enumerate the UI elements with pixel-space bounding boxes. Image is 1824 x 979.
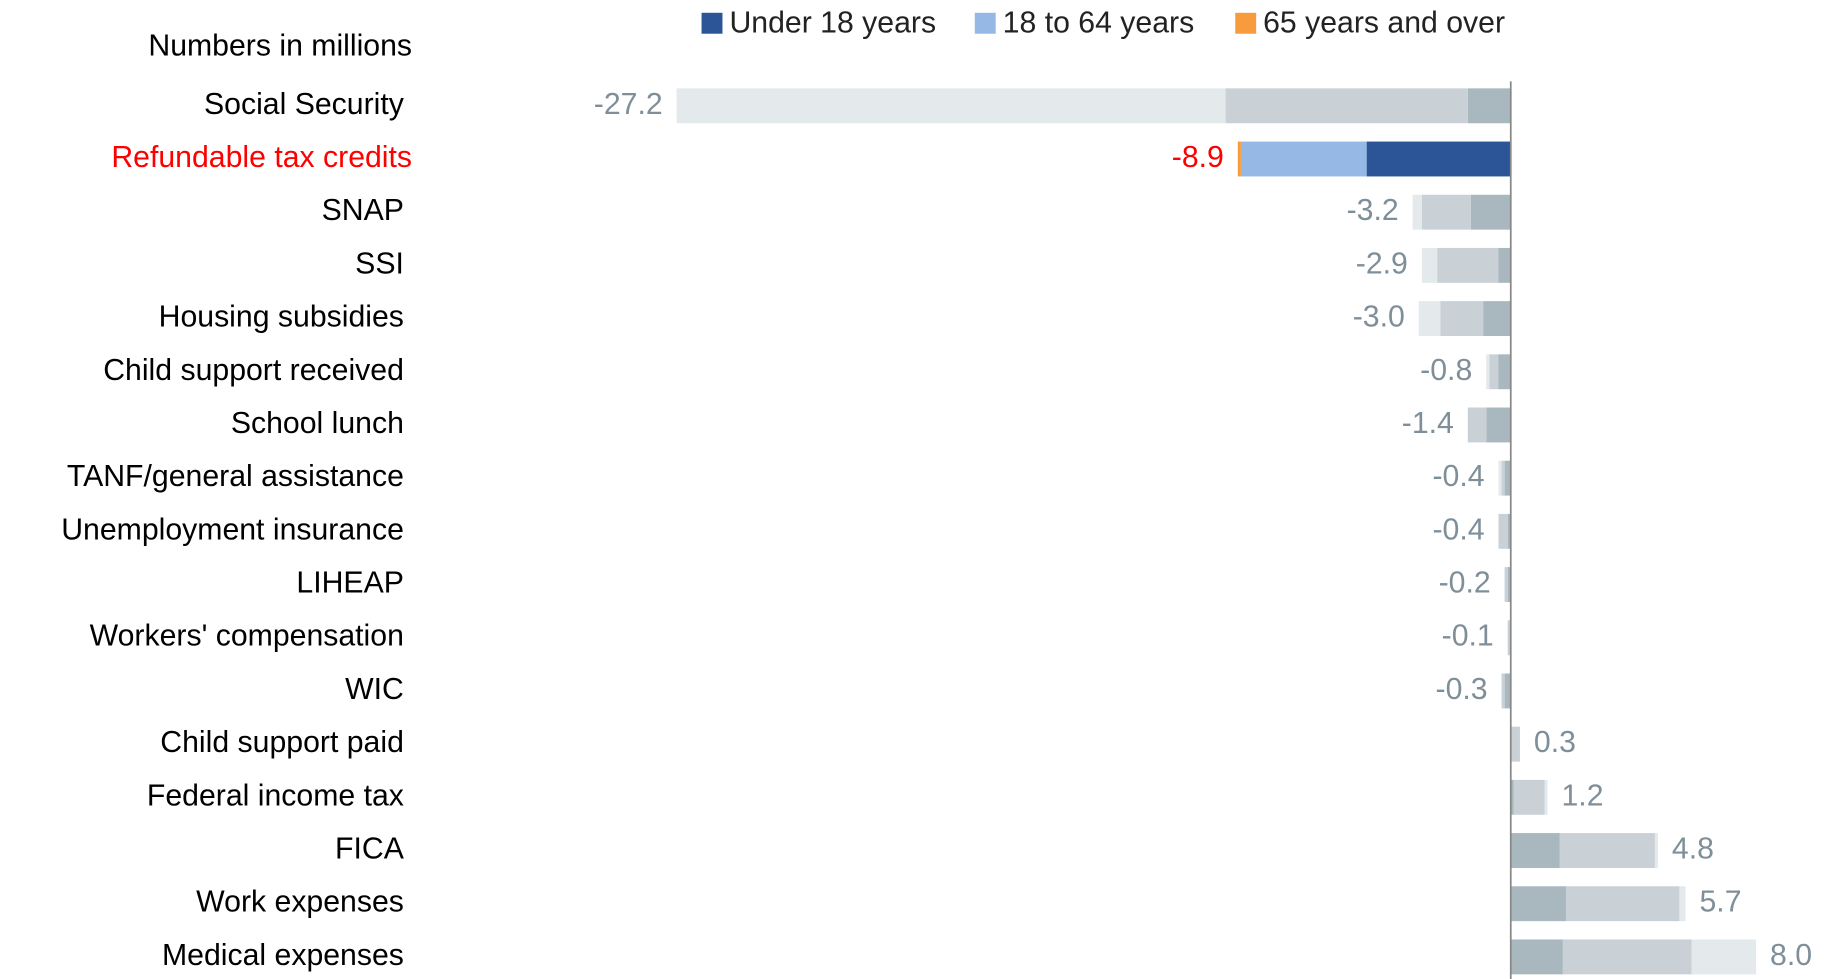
category-label: Child support paid bbox=[160, 726, 404, 759]
category-label: Housing subsidies bbox=[159, 301, 404, 334]
bar-segment bbox=[1507, 567, 1511, 602]
bar-segment bbox=[1691, 939, 1757, 975]
category-label: Child support received bbox=[103, 354, 404, 387]
chart-title: Numbers in millions bbox=[148, 30, 412, 63]
category-label: LIHEAP bbox=[296, 567, 404, 600]
category-label: WIC bbox=[345, 673, 404, 706]
bar-segment bbox=[1240, 141, 1367, 177]
bar-segment bbox=[1498, 354, 1511, 390]
category-label: Social Security bbox=[204, 88, 405, 121]
bar-segment bbox=[1504, 567, 1508, 602]
bar-segment bbox=[1486, 354, 1490, 390]
bar-segment bbox=[1507, 620, 1511, 656]
bar-segment bbox=[1467, 88, 1511, 124]
value-label: 8.0 bbox=[1770, 939, 1812, 972]
value-label: -1.4 bbox=[1402, 407, 1454, 440]
value-label: -0.2 bbox=[1439, 567, 1491, 600]
value-label: -0.4 bbox=[1432, 513, 1484, 546]
legend-label: Under 18 years bbox=[729, 6, 936, 39]
legend-swatch bbox=[974, 12, 996, 34]
category-label: TANF/general assistance bbox=[67, 460, 404, 493]
bar-segment bbox=[1510, 939, 1563, 975]
bar-segment bbox=[1437, 247, 1499, 283]
bar-segment bbox=[1510, 726, 1520, 762]
value-label: 0.3 bbox=[1534, 726, 1576, 759]
bar-segment bbox=[1654, 833, 1658, 868]
category-label: School lunch bbox=[231, 407, 404, 440]
value-label: -3.0 bbox=[1353, 301, 1405, 334]
value-label: -3.2 bbox=[1347, 194, 1399, 227]
bar-segment bbox=[1421, 194, 1471, 230]
legend-swatch bbox=[701, 12, 723, 34]
value-label: -8.9 bbox=[1172, 141, 1224, 174]
legend-label: 18 to 64 years bbox=[1003, 6, 1195, 39]
bar-segment bbox=[1565, 886, 1680, 922]
bar-segment bbox=[1470, 194, 1511, 230]
category-label: SNAP bbox=[322, 194, 404, 227]
bar-segment bbox=[1501, 460, 1505, 496]
value-label: -0.1 bbox=[1442, 620, 1494, 653]
bar-segment bbox=[1366, 141, 1511, 177]
value-label: -0.3 bbox=[1436, 673, 1488, 706]
value-label: -0.8 bbox=[1420, 354, 1472, 387]
legend-label: 65 years and over bbox=[1263, 6, 1505, 39]
bar-segment bbox=[1498, 513, 1508, 549]
bar-segment bbox=[1237, 141, 1241, 177]
bar-segment bbox=[1412, 194, 1422, 230]
value-label: -0.4 bbox=[1432, 460, 1484, 493]
bar-segment bbox=[1421, 247, 1438, 283]
bar-segment bbox=[1504, 460, 1511, 496]
bar-segment bbox=[1489, 354, 1499, 390]
value-label: 4.8 bbox=[1672, 833, 1714, 866]
bar-segment bbox=[1501, 673, 1505, 709]
category-label: FICA bbox=[335, 833, 405, 866]
value-label: 5.7 bbox=[1700, 886, 1742, 919]
category-label: Refundable tax credits bbox=[111, 141, 412, 174]
bar-segment bbox=[1498, 460, 1502, 496]
legend-swatch bbox=[1235, 12, 1257, 34]
bar-segment bbox=[1225, 88, 1468, 124]
bar-segment bbox=[1486, 407, 1511, 443]
bar-segment bbox=[1513, 779, 1545, 815]
bar-segment bbox=[1483, 301, 1511, 337]
bar-segment bbox=[1467, 407, 1487, 443]
value-label: 1.2 bbox=[1562, 779, 1604, 812]
bar-segment bbox=[1507, 513, 1511, 549]
bar-segment bbox=[1679, 886, 1686, 922]
bar-segment bbox=[1544, 779, 1548, 815]
value-label: -27.2 bbox=[594, 88, 663, 121]
category-label: Workers' compensation bbox=[90, 620, 404, 653]
category-label: Work expenses bbox=[196, 886, 404, 919]
bar-segment bbox=[1510, 886, 1566, 922]
bar-segment bbox=[676, 88, 1226, 124]
value-label: -2.9 bbox=[1356, 247, 1408, 280]
bar-segment bbox=[1504, 673, 1511, 709]
bar-segment bbox=[1498, 247, 1511, 283]
bar-segment bbox=[1510, 833, 1560, 868]
category-label: Medical expenses bbox=[162, 939, 404, 972]
bar-segment bbox=[1562, 939, 1692, 975]
category-label: Federal income tax bbox=[147, 779, 404, 812]
category-label: SSI bbox=[355, 247, 404, 280]
bar-segment bbox=[1510, 779, 1514, 815]
bar-segment bbox=[1418, 301, 1441, 337]
bar-segment bbox=[1559, 833, 1655, 868]
bar-segment bbox=[1440, 301, 1484, 337]
category-label: Unemployment insurance bbox=[61, 513, 404, 546]
